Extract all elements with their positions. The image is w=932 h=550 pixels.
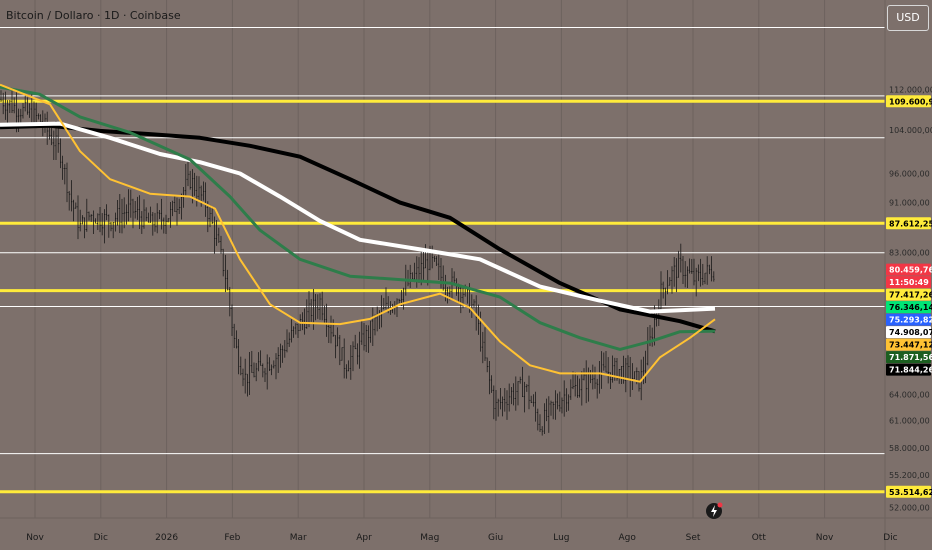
plot-area — [0, 0, 891, 518]
time-tick-label: Feb — [224, 533, 240, 543]
price-tick-label: 64.000,00 — [889, 390, 930, 399]
price-tag — [886, 338, 931, 351]
time-tick-label: Dic — [94, 533, 108, 543]
price-tag-text: 109.600,97 — [889, 97, 932, 106]
price-tick-label: 104.000,00 — [889, 126, 932, 135]
time-tick-label: Dic — [883, 533, 897, 543]
currency-button[interactable]: USD — [887, 5, 929, 31]
time-tick-label: Lug — [553, 533, 569, 543]
price-tick-label: 58.000,00 — [889, 444, 930, 453]
price-tag-text: 87.612,25 — [889, 219, 932, 228]
price-tag-text: 71.844,26 — [889, 366, 932, 375]
moving-average-line — [0, 85, 716, 351]
price-tick-label: 96.000,00 — [889, 169, 930, 178]
price-tag-text: 80.459,76 — [889, 266, 932, 275]
time-tick-label: Mar — [290, 533, 307, 543]
price-tag-text: 71.871,56 — [889, 353, 932, 362]
time-tick-label: Ago — [619, 533, 637, 543]
price-tag-text: 74.908,07 — [889, 328, 932, 337]
price-tag — [886, 288, 931, 301]
price-tag — [886, 217, 931, 230]
moving-average-line — [0, 121, 716, 314]
price-tag — [886, 95, 931, 108]
price-tag-text: 11:50:49 — [889, 278, 929, 287]
price-tag-text: 53.514,62 — [889, 488, 932, 497]
time-tick-label: Mag — [420, 533, 439, 543]
time-tick-label: Giu — [488, 533, 503, 543]
time-tick-label: Set — [686, 533, 701, 543]
time-tick-label: 2026 — [155, 533, 178, 543]
price-tag — [886, 313, 931, 326]
price-tag-text: 76.346,14 — [889, 303, 932, 312]
alert-dot — [717, 502, 723, 508]
time-tick-label: Nov — [26, 533, 44, 543]
price-tick-label: 91.000,00 — [889, 199, 930, 208]
price-labels: 109.600,97 87.612,25 80.459,76 11:50:49 77.4… — [886, 95, 932, 498]
price-tick-label: 112.000,00 — [889, 85, 932, 94]
price-tick-label: 61.000,00 — [889, 416, 930, 425]
price-tag — [886, 363, 931, 376]
price-tag — [886, 276, 931, 289]
chart-title: Bitcoin / Dollaro · 1D · Coinbase — [6, 9, 181, 22]
price-tag — [886, 301, 931, 314]
price-tag — [886, 326, 931, 339]
time-tick-label: Apr — [356, 533, 372, 543]
price-tag-text: 73.447,12 — [889, 341, 932, 350]
price-tag-text: 75.293,82 — [889, 316, 932, 325]
time-tick-label: Nov — [816, 533, 834, 543]
moving-average-line — [0, 83, 716, 383]
price-tick-label: 55.200,00 — [889, 471, 930, 480]
price-tag — [886, 351, 931, 364]
price-tag — [886, 263, 931, 276]
time-tick-label: Ott — [752, 533, 767, 543]
price-tag-text: 77.417,26 — [889, 291, 932, 300]
price-tag — [886, 485, 931, 498]
price-tick-label: 83.000,00 — [889, 249, 930, 258]
flash-icon-glyph — [711, 505, 717, 517]
price-tick-label: 52.000,00 — [889, 503, 930, 512]
